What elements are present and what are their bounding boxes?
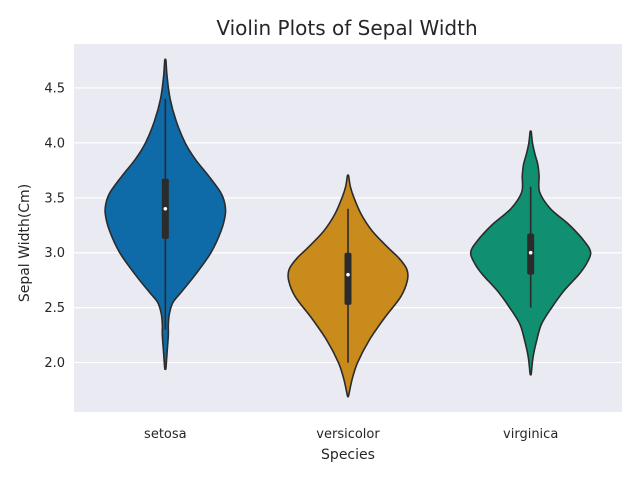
y-axis-label: Sepal Width(Cm)	[17, 184, 33, 302]
x-axis-label: Species	[321, 447, 375, 463]
y-tick-label: 3.0	[44, 246, 65, 261]
y-tick-label: 2.5	[44, 301, 65, 316]
y-tick-label: 4.0	[44, 136, 65, 151]
y-tick-label: 3.5	[44, 191, 65, 206]
x-tick-label: setosa	[144, 427, 187, 442]
violins	[104, 58, 592, 398]
y-axis-ticks: 2.0 2.5 3.0 3.5 4.0 4.5	[44, 81, 65, 371]
x-axis-ticks: setosa versicolor virginica	[144, 427, 558, 442]
x-tick-label: versicolor	[316, 427, 380, 442]
median-point-versicolor	[346, 272, 350, 277]
iqr-box-versicolor	[344, 252, 352, 305]
y-tick-label: 2.0	[44, 356, 65, 371]
y-tick-label: 4.5	[44, 81, 65, 96]
median-point-virginica	[528, 250, 533, 255]
median-point-setosa	[163, 206, 168, 211]
chart-title: Violin Plots of Sepal Width	[216, 16, 477, 40]
x-tick-label: virginica	[503, 427, 558, 442]
